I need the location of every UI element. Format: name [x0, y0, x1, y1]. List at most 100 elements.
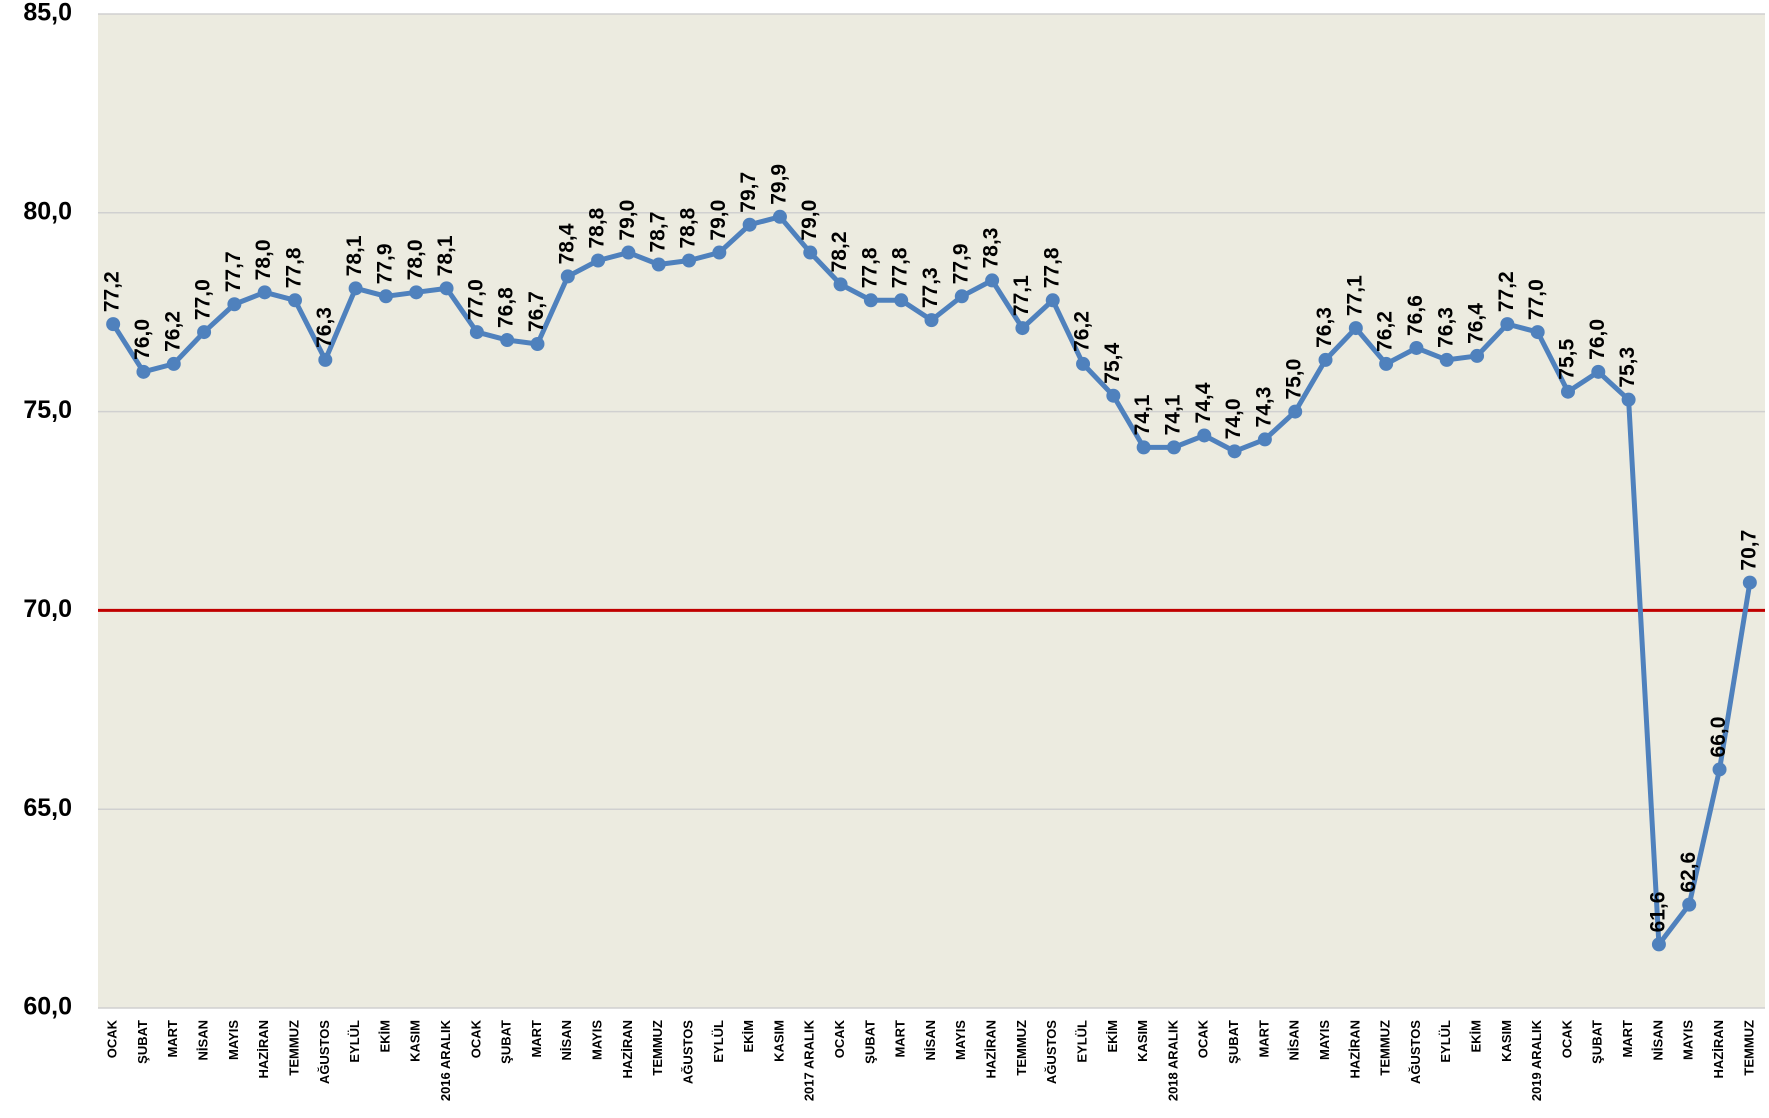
x-tick-label: OCAK [105, 1019, 120, 1058]
x-tick-label: ŞUBAT [1226, 1020, 1241, 1064]
data-label: 78,1 [343, 235, 366, 276]
x-tick-label: NİSAN [559, 1020, 574, 1060]
x-tick-label: HAZİRAN [1347, 1020, 1362, 1079]
x-tick-label: ŞUBAT [862, 1020, 877, 1064]
x-tick-label: TEMMUZ [1014, 1020, 1029, 1076]
data-label: 78,4 [555, 223, 578, 264]
data-point [742, 217, 757, 232]
x-tick-label: EYLÜL [1438, 1020, 1453, 1063]
data-point [1742, 575, 1757, 590]
data-point [924, 313, 939, 328]
data-point [1651, 937, 1666, 952]
data-label: 78,1 [434, 235, 457, 276]
data-point [439, 281, 454, 296]
x-tick-label: 2017 ARALIK [802, 1019, 817, 1101]
data-label: 62,6 [1677, 852, 1700, 893]
data-label: 77,8 [1040, 247, 1063, 288]
data-point [712, 245, 727, 260]
x-tick-label: MART [165, 1020, 180, 1058]
data-point [1621, 392, 1636, 407]
plot-area [98, 14, 1765, 1008]
x-tick-label: MART [893, 1020, 908, 1058]
data-point [1379, 356, 1394, 371]
data-point [469, 325, 484, 340]
x-tick-label: MAYIS [590, 1020, 605, 1060]
x-tick-label: TEMMUZ [650, 1020, 665, 1076]
x-tick-label: 2016 ARALIK [438, 1019, 453, 1101]
data-label: 79,7 [737, 172, 760, 213]
x-tick-label: HAZİRAN [256, 1020, 271, 1079]
data-label: 74,1 [1131, 394, 1154, 435]
data-point [197, 325, 212, 340]
data-point [166, 356, 181, 371]
data-label: 78,3 [980, 228, 1003, 269]
data-point [591, 253, 606, 268]
data-point [378, 289, 393, 304]
x-tick-label: KASIM [1499, 1020, 1514, 1062]
data-point [318, 352, 333, 367]
data-point [985, 273, 1000, 288]
data-label: 74,1 [1162, 394, 1185, 435]
data-label: 78,8 [586, 207, 609, 248]
x-tick-label: MAYIS [1681, 1020, 1696, 1060]
data-label: 79,0 [798, 200, 821, 241]
data-point [1076, 356, 1091, 371]
data-point [1439, 352, 1454, 367]
data-point [1136, 440, 1151, 455]
x-tick-label: 2019 ARALIK [1529, 1019, 1544, 1101]
x-tick-label: HAZİRAN [620, 1020, 635, 1079]
data-label: 61,6 [1646, 892, 1669, 933]
x-tick-label: NİSAN [196, 1020, 211, 1060]
data-point [894, 293, 909, 308]
data-point [1712, 762, 1727, 777]
data-label: 74,0 [1222, 398, 1245, 439]
data-label: 77,0 [1525, 279, 1548, 320]
data-label: 78,0 [252, 239, 275, 280]
x-tick-label: MART [529, 1020, 544, 1058]
data-label: 77,8 [858, 247, 881, 288]
x-tick-label: OCAK [1196, 1019, 1211, 1058]
x-tick-label: AĞUSTOS [1408, 1020, 1423, 1084]
x-tick-label: EYLÜL [711, 1020, 726, 1063]
y-tick-label: 80,0 [23, 197, 72, 225]
data-label: 78,8 [677, 207, 700, 248]
data-point [1227, 444, 1242, 459]
x-tick-label: AĞUSTOS [680, 1020, 695, 1084]
x-tick-label: NİSAN [1650, 1020, 1665, 1060]
data-label: 76,2 [1071, 311, 1094, 352]
data-point [136, 364, 151, 379]
x-tick-label: TEMMUZ [1741, 1020, 1756, 1076]
data-label: 75,0 [1283, 359, 1306, 400]
data-point [803, 245, 818, 260]
x-tick-label: MAYIS [226, 1020, 241, 1060]
data-label: 76,2 [1374, 311, 1397, 352]
x-tick-label: EKİM [377, 1020, 392, 1053]
data-label: 78,2 [828, 231, 851, 272]
data-label: 75,4 [1101, 343, 1124, 384]
data-point [833, 277, 848, 292]
data-label: 75,5 [1556, 339, 1579, 380]
x-tick-label: ŞUBAT [499, 1020, 514, 1064]
data-label: 79,0 [707, 200, 730, 241]
data-point [348, 281, 363, 296]
data-label: 74,4 [1192, 382, 1215, 423]
x-tick-label: MART [1256, 1020, 1271, 1058]
data-label: 70,7 [1737, 530, 1760, 571]
data-point [954, 289, 969, 304]
data-label: 77,8 [889, 247, 912, 288]
y-tick-label: 70,0 [23, 595, 72, 623]
data-point [560, 269, 575, 284]
data-point [288, 293, 303, 308]
x-tick-label: 2018 ARALIK [1165, 1019, 1180, 1101]
x-tick-label: TEMMUZ [286, 1020, 301, 1076]
data-label: 76,7 [525, 291, 548, 332]
data-point [1257, 432, 1272, 447]
data-label: 76,0 [131, 319, 154, 360]
data-label: 76,3 [1434, 307, 1457, 348]
x-tick-label: OCAK [832, 1019, 847, 1058]
data-point [1197, 428, 1212, 443]
data-point [227, 297, 242, 312]
x-tick-label: OCAK [468, 1019, 483, 1058]
y-tick-label: 65,0 [23, 794, 72, 822]
